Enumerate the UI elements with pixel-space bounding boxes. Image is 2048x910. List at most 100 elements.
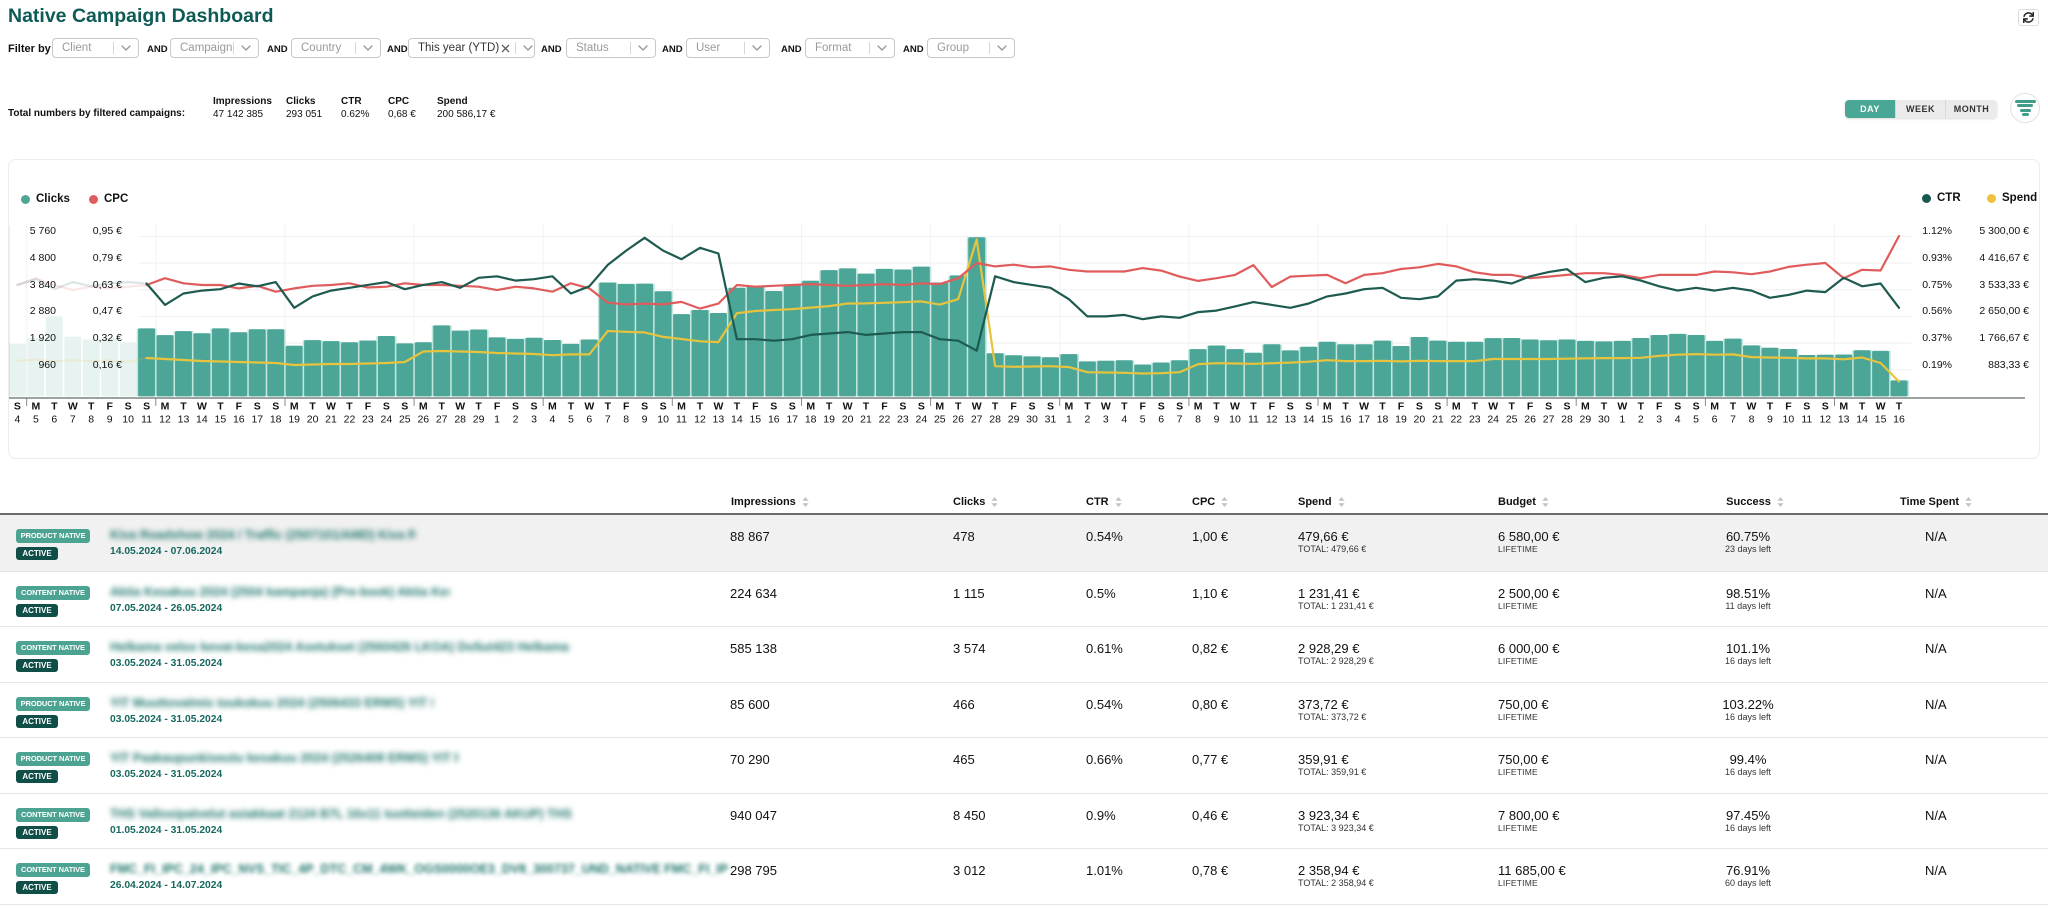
svg-text:6: 6: [1712, 414, 1718, 426]
svg-text:7: 7: [1177, 414, 1183, 426]
svg-text:8: 8: [1195, 414, 1201, 426]
svg-text:S: S: [789, 401, 796, 413]
svg-text:5: 5: [33, 414, 39, 426]
svg-text:9: 9: [107, 414, 113, 426]
svg-text:9: 9: [1767, 414, 1773, 426]
svg-text:18: 18: [270, 414, 282, 426]
svg-text:22: 22: [879, 414, 891, 426]
svg-text:12: 12: [159, 414, 171, 426]
svg-text:M: M: [161, 401, 170, 413]
svg-text:S: S: [1434, 401, 1441, 413]
svg-text:18: 18: [805, 414, 817, 426]
svg-text:M: M: [1323, 401, 1332, 413]
svg-text:16: 16: [1893, 414, 1905, 426]
svg-text:T: T: [1121, 401, 1128, 413]
svg-text:10: 10: [657, 414, 669, 426]
svg-text:W: W: [1230, 401, 1240, 413]
svg-text:24: 24: [1487, 414, 1499, 426]
svg-text:28: 28: [454, 414, 466, 426]
svg-text:6: 6: [51, 414, 57, 426]
svg-text:W: W: [197, 401, 207, 413]
svg-text:29: 29: [1580, 414, 1592, 426]
svg-text:6: 6: [586, 414, 592, 426]
svg-text:26: 26: [417, 414, 429, 426]
svg-text:S: S: [1287, 401, 1294, 413]
svg-text:F: F: [365, 401, 372, 413]
svg-text:W: W: [1101, 401, 1111, 413]
svg-text:M: M: [1194, 401, 1203, 413]
svg-text:10: 10: [1783, 414, 1795, 426]
svg-text:T: T: [438, 401, 445, 413]
svg-text:W: W: [972, 401, 982, 413]
svg-text:26: 26: [1524, 414, 1536, 426]
svg-text:4: 4: [1675, 414, 1681, 426]
svg-text:F: F: [881, 401, 888, 413]
svg-text:T: T: [1767, 401, 1774, 413]
svg-text:M: M: [1452, 401, 1461, 413]
svg-text:F: F: [1010, 401, 1017, 413]
svg-text:10: 10: [1229, 414, 1241, 426]
svg-text:21: 21: [1432, 414, 1444, 426]
svg-text:M: M: [548, 401, 557, 413]
svg-text:25: 25: [934, 414, 946, 426]
svg-text:22: 22: [344, 414, 356, 426]
svg-text:25: 25: [399, 414, 411, 426]
svg-text:21: 21: [325, 414, 337, 426]
svg-text:20: 20: [1414, 414, 1426, 426]
svg-text:20: 20: [307, 414, 319, 426]
svg-text:M: M: [677, 401, 686, 413]
svg-text:1: 1: [494, 414, 500, 426]
svg-text:W: W: [455, 401, 465, 413]
svg-text:31: 31: [1045, 414, 1057, 426]
svg-text:20: 20: [842, 414, 854, 426]
svg-text:F: F: [1398, 401, 1405, 413]
svg-text:17: 17: [1358, 414, 1370, 426]
svg-text:S: S: [660, 401, 667, 413]
svg-text:S: S: [1416, 401, 1423, 413]
svg-text:26: 26: [952, 414, 964, 426]
svg-text:F: F: [752, 401, 759, 413]
svg-text:S: S: [1028, 401, 1035, 413]
svg-text:S: S: [1563, 401, 1570, 413]
svg-text:7: 7: [1730, 414, 1736, 426]
svg-text:13: 13: [1838, 414, 1850, 426]
svg-text:M: M: [1065, 401, 1074, 413]
svg-text:8: 8: [623, 414, 629, 426]
svg-text:23: 23: [897, 414, 909, 426]
svg-text:3: 3: [531, 414, 537, 426]
svg-text:15: 15: [1321, 414, 1333, 426]
svg-text:17: 17: [251, 414, 263, 426]
svg-text:F: F: [236, 401, 243, 413]
svg-text:T: T: [568, 401, 575, 413]
svg-text:16: 16: [768, 414, 780, 426]
svg-text:T: T: [180, 401, 187, 413]
svg-text:18: 18: [1377, 414, 1389, 426]
svg-text:W: W: [1617, 401, 1627, 413]
svg-text:1: 1: [1066, 414, 1072, 426]
svg-text:T: T: [1896, 401, 1903, 413]
svg-text:S: S: [125, 401, 132, 413]
svg-text:2: 2: [1084, 414, 1090, 426]
svg-text:12: 12: [1266, 414, 1278, 426]
svg-text:3: 3: [1656, 414, 1662, 426]
svg-text:W: W: [843, 401, 853, 413]
svg-text:T: T: [1601, 401, 1608, 413]
svg-text:13: 13: [178, 414, 190, 426]
svg-text:F: F: [623, 401, 630, 413]
svg-text:23: 23: [1469, 414, 1481, 426]
svg-text:24: 24: [381, 414, 393, 426]
svg-text:13: 13: [713, 414, 725, 426]
svg-text:M: M: [935, 401, 944, 413]
svg-text:27: 27: [971, 414, 983, 426]
svg-text:T: T: [217, 401, 224, 413]
svg-text:S: S: [512, 401, 519, 413]
svg-text:T: T: [346, 401, 353, 413]
svg-text:S: S: [530, 401, 537, 413]
svg-text:29: 29: [473, 414, 485, 426]
svg-text:M: M: [32, 401, 41, 413]
svg-text:16: 16: [233, 414, 245, 426]
svg-text:W: W: [1359, 401, 1369, 413]
svg-text:T: T: [863, 401, 870, 413]
svg-text:4: 4: [14, 414, 20, 426]
svg-text:27: 27: [436, 414, 448, 426]
